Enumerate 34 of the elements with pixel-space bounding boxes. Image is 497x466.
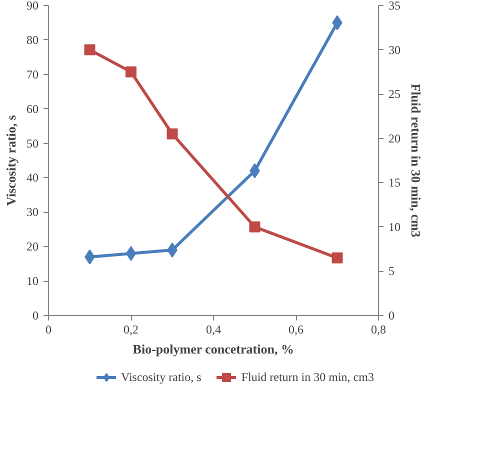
- point: [126, 66, 136, 78]
- point: [249, 221, 260, 232]
- point: [332, 252, 343, 264]
- y-tick-label: 70: [26, 67, 38, 82]
- x-axis-title: Bio-polymer concetration, %: [132, 342, 294, 356]
- x-tick-label: 0,8: [371, 322, 386, 336]
- x-tick-label: 0: [46, 322, 52, 336]
- y-tick-label: 20: [26, 240, 38, 254]
- y-axis-title: Viscosity ratio, s: [4, 115, 18, 206]
- x-tick-label: 0,4: [206, 322, 221, 336]
- y2-tick-label: 20: [388, 131, 400, 146]
- legend-label: Viscosity ratio, s: [121, 370, 202, 384]
- y2-tick-label: 15: [388, 176, 400, 190]
- point: [166, 128, 178, 140]
- y2-tick-label: 5: [388, 264, 394, 278]
- y-tick-label: 40: [26, 170, 38, 185]
- y2-tick-label: 30: [388, 42, 400, 57]
- point: [126, 246, 136, 261]
- y-tick-label: 90: [26, 0, 38, 12]
- legend-label: Fluid return in 30 min, cm3: [241, 370, 374, 384]
- y-tick-label: 60: [26, 102, 38, 116]
- x-tick-label: 0,6: [288, 322, 304, 336]
- y2-tick-label: 35: [388, 0, 400, 12]
- y-tick-label: 30: [26, 205, 38, 220]
- y-tick-label: 10: [26, 274, 38, 288]
- y-tick-label: 80: [26, 32, 38, 47]
- point: [84, 44, 96, 56]
- y2-tick-label: 10: [388, 220, 400, 234]
- y2-axis-title: Fluid return in 30 min, cm3: [408, 84, 424, 238]
- y-tick-label: 50: [26, 136, 38, 150]
- x-tick-label: 0,2: [124, 322, 138, 336]
- y2-tick-label: 0: [388, 308, 394, 322]
- y-tick-label: 0: [32, 308, 38, 322]
- y2-tick-label: 25: [388, 87, 400, 102]
